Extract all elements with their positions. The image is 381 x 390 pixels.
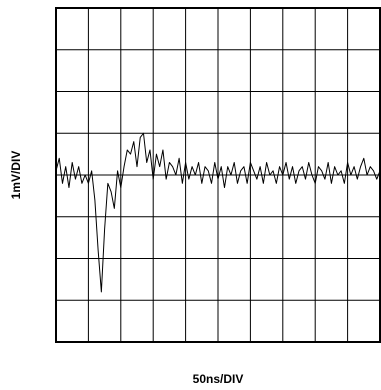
plot-frame xyxy=(55,7,381,343)
grid-lines xyxy=(56,8,380,342)
y-axis-label: 1mV/DIV xyxy=(9,151,23,200)
signal-trace xyxy=(55,132,381,293)
x-axis-label: 50ns/DIV xyxy=(193,372,244,386)
